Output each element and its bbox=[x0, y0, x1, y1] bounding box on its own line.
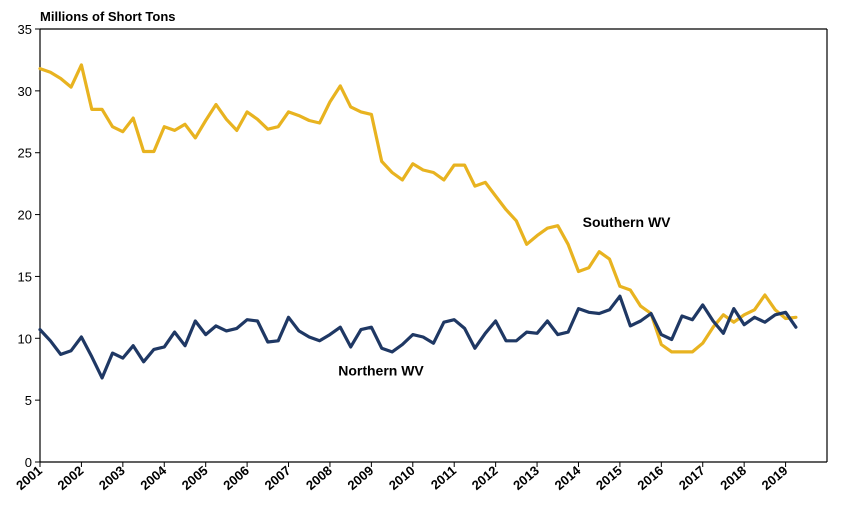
series-lines bbox=[38, 63, 798, 380]
x-tick-labels: 2001 2002 2003 2004 2005 2006 2007 2008 2009 2010… bbox=[13, 462, 791, 493]
y-axis-title: Millions of Short Tons bbox=[40, 9, 176, 24]
x-tick-label: 2019 bbox=[759, 463, 791, 493]
x-tick-label: 2012 bbox=[469, 463, 501, 493]
x-tick-label: 2016 bbox=[634, 463, 666, 493]
series-labels: Southern WV Northern WV bbox=[338, 214, 671, 378]
y-tick-label: 5 bbox=[25, 393, 32, 408]
x-tick-label: 2009 bbox=[344, 463, 376, 493]
southern-wv-label: Southern WV bbox=[583, 214, 672, 230]
y-tick-label: 35 bbox=[18, 22, 32, 37]
y-tick-label: 15 bbox=[18, 269, 32, 284]
x-tick-label: 2014 bbox=[552, 462, 584, 493]
x-tick-label: 2018 bbox=[717, 463, 749, 493]
x-tick-label: 2010 bbox=[386, 463, 418, 493]
northern-wv-series-line bbox=[38, 294, 798, 380]
y-tick-label: 30 bbox=[18, 84, 32, 99]
x-tick-label: 2013 bbox=[510, 463, 542, 493]
x-tick-label: 2017 bbox=[676, 463, 708, 493]
y-tick-label: 10 bbox=[18, 331, 32, 346]
y-tick-label: 20 bbox=[18, 208, 32, 223]
x-tick-label: 2011 bbox=[428, 463, 459, 493]
y-tick-label: 0 bbox=[25, 455, 32, 470]
x-tick-label: 2001 bbox=[13, 463, 45, 493]
x-tick-label: 2004 bbox=[137, 462, 169, 493]
x-tick-label: 2005 bbox=[179, 463, 211, 493]
axes bbox=[39, 28, 828, 463]
y-tick-label: 25 bbox=[18, 146, 32, 161]
x-tick-label: 2006 bbox=[220, 463, 252, 493]
x-tick-label: 2002 bbox=[55, 463, 87, 493]
northern-wv-label: Northern WV bbox=[338, 362, 424, 378]
x-tick-label: 2008 bbox=[303, 463, 335, 493]
y-tick-labels: 0 5 10 15 20 25 30 35 bbox=[18, 22, 40, 470]
southern-wv-series-line bbox=[38, 63, 798, 354]
x-tick-label: 2007 bbox=[262, 463, 294, 493]
x-tick-label: 2003 bbox=[96, 463, 128, 493]
x-tick-label: 2015 bbox=[593, 463, 625, 493]
